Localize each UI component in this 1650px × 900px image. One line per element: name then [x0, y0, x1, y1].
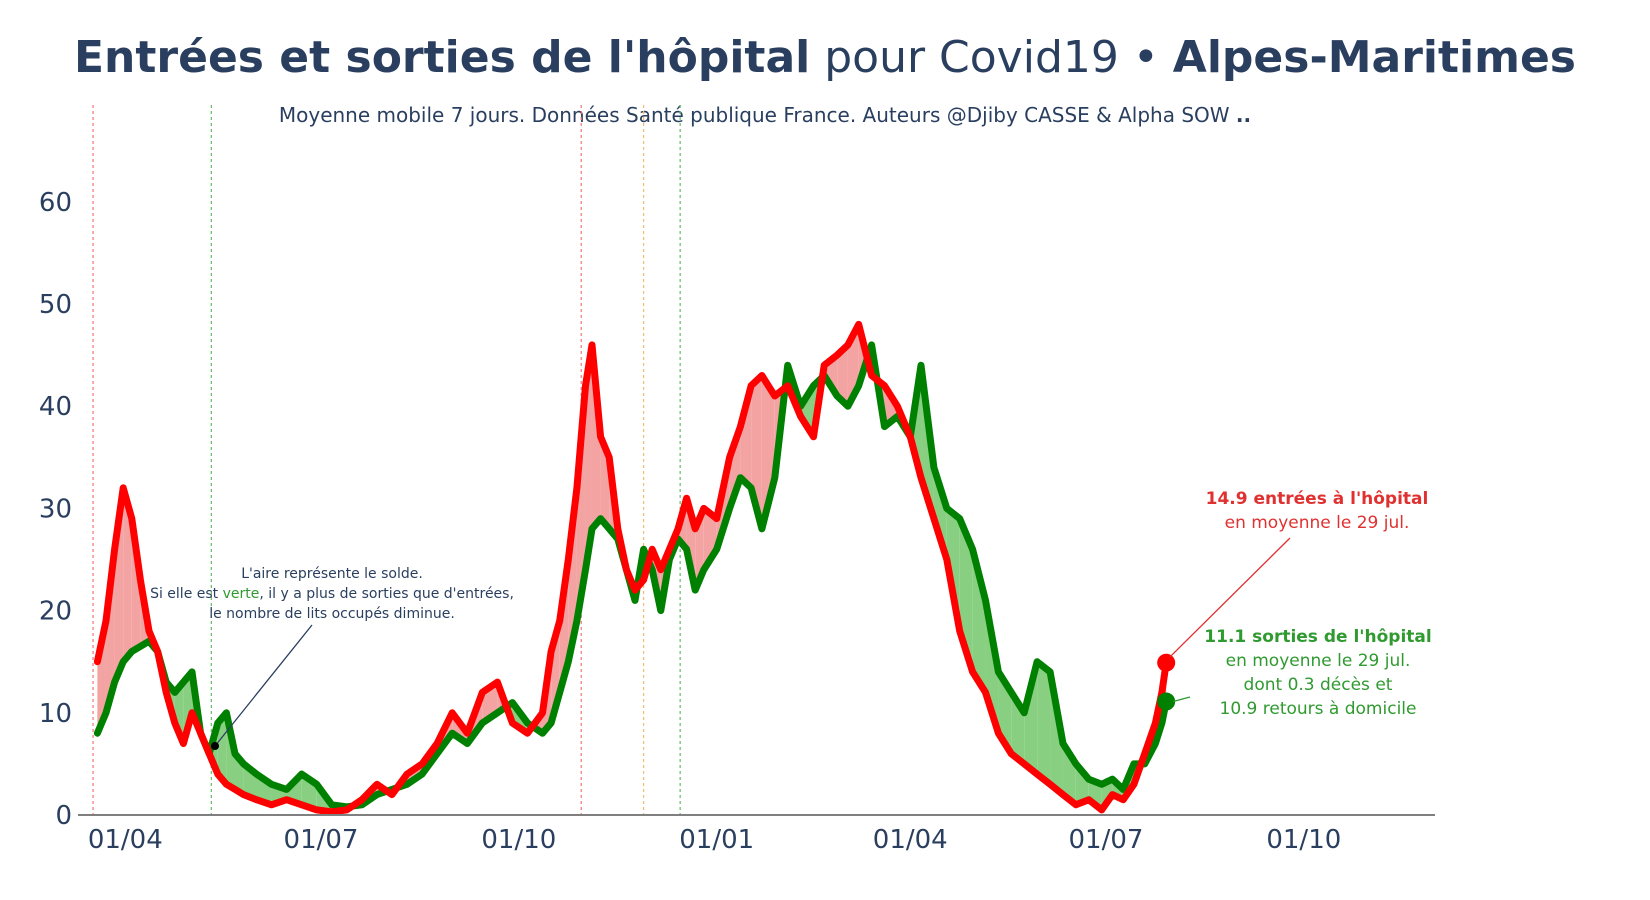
title-part-2: pour Covid19 •: [810, 32, 1173, 83]
y-tick-10: 10: [39, 699, 72, 729]
chart-subtitle: Moyenne mobile 7 jours. Données Santé pu…: [0, 103, 1530, 127]
note-green-word: verte: [223, 586, 260, 602]
entries-annotation: 14.9 entrées à l'hôpital en moyenne le 2…: [1206, 489, 1429, 533]
note-arrow-line: [214, 624, 313, 747]
title-part-1: Entrées et sorties de l'hôpital: [74, 32, 811, 83]
balance-segment-59: [740, 385, 752, 488]
balance-segment-14: [217, 712, 227, 785]
y-tick-50: 50: [39, 290, 72, 320]
balance-note: L'aire représente le solde. Si elle est …: [150, 566, 514, 622]
chart-title: Entrées et sorties de l'hôpital pour Cov…: [0, 32, 1650, 83]
x-tick-1: 01/04: [88, 825, 163, 855]
y-tick-40: 40: [39, 392, 72, 422]
balance-segment-83: [1037, 661, 1051, 785]
entries-annotation-line-1: 14.9 entrées à l'hôpital: [1206, 489, 1429, 509]
balance-segment-86: [1075, 763, 1089, 805]
series-lines: [93, 320, 1170, 816]
balance-segment-67: [837, 344, 848, 407]
y-tick-30: 30: [39, 494, 72, 524]
exits-annotation-line-1: 11.1 sorties de l'hôpital: [1204, 627, 1431, 647]
balance-segment-58: [729, 426, 741, 509]
note-line-3: le nombre de lits occupés diminue.: [209, 606, 455, 622]
y-tick-0: 0: [55, 801, 72, 831]
balance-segment-82: [1024, 661, 1038, 775]
exits-annotation-line-2: en moyenne le 29 jul.: [1226, 651, 1411, 671]
y-tick-20: 20: [39, 597, 72, 627]
entries-line: [93, 320, 1170, 816]
exits-annotation: 11.1 sorties de l'hôpital en moyenne le …: [1204, 627, 1431, 719]
entries-annotation-line: [1169, 537, 1291, 658]
balance-segment-64: [800, 385, 814, 437]
x-tick-5: 01/04: [873, 825, 948, 855]
note-line-1: L'aire représente le solde.: [241, 566, 423, 582]
note-line-2: Si elle est verte, il y a plus de sortie…: [150, 586, 514, 602]
title-part-3: Alpes-Maritimes: [1172, 32, 1576, 83]
balance-segment-78: [972, 549, 986, 693]
entries-annotation-line-2: en moyenne le 29 jul.: [1225, 513, 1410, 533]
axes: 0 10 20 30 40 50 60 01/04 01/07 01/10 01/01 01/04 01…: [39, 188, 1435, 855]
balance-segment-61: [761, 375, 775, 529]
y-tick-60: 60: [39, 188, 72, 218]
exits-annotation-line: [1173, 696, 1191, 703]
balance-segment-0: [97, 620, 106, 734]
subtitle-suffix: ..: [1235, 103, 1252, 127]
x-tick-4: 01/01: [679, 825, 754, 855]
balance-segment-3: [123, 487, 132, 662]
x-tick-6: 01/07: [1068, 825, 1143, 855]
end-markers: [1157, 653, 1176, 711]
balance-segment-75: [933, 467, 947, 560]
x-tick-2: 01/07: [284, 825, 359, 855]
exits-end-marker: [1157, 692, 1176, 711]
note-arrow-head: [211, 742, 219, 750]
x-tick-3: 01/10: [481, 825, 556, 855]
subtitle-text: Moyenne mobile 7 jours. Données Santé pu…: [278, 103, 1236, 127]
exits-annotation-line-3: dont 0.3 décès et: [1244, 675, 1393, 695]
entries-end-marker: [1157, 653, 1176, 672]
exits-annotation-line-4: 10.9 retours à domicile: [1220, 699, 1417, 719]
balance-segment-18: [256, 774, 272, 805]
x-tick-7: 01/10: [1266, 825, 1341, 855]
